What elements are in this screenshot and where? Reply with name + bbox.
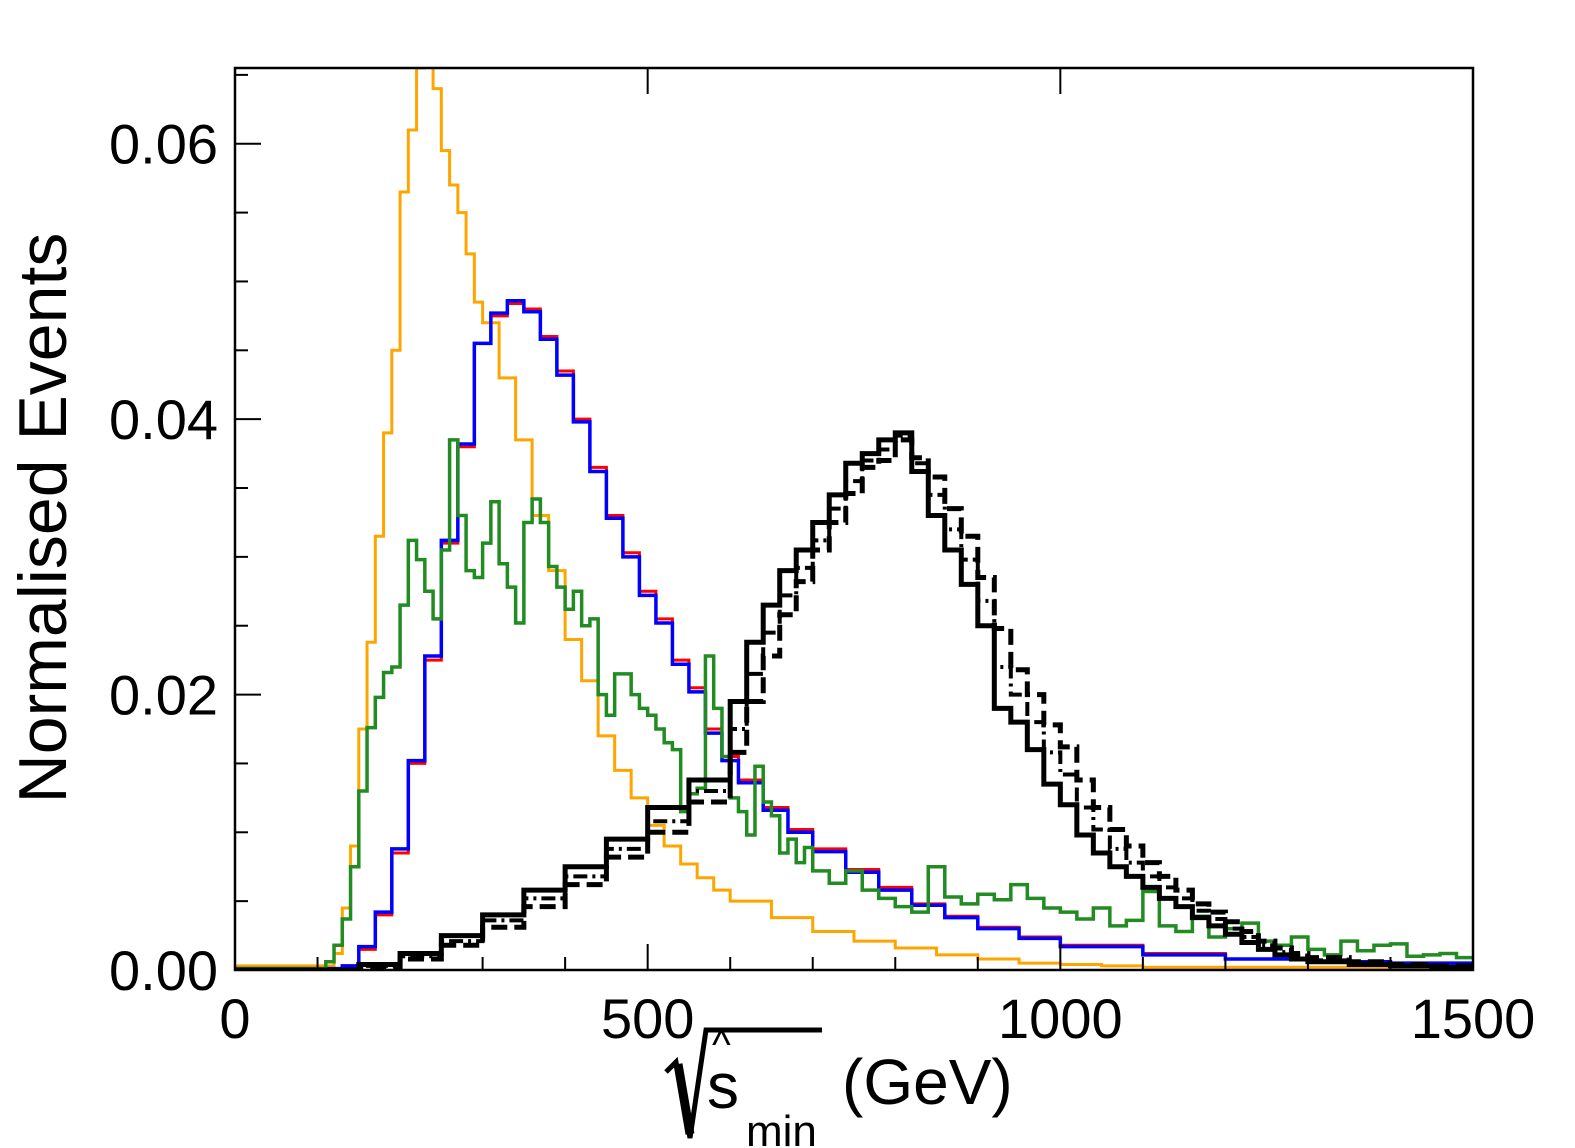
series-layer: [235, 68, 1473, 970]
series-red: [235, 301, 1473, 970]
sqrt-radical-stem: [673, 1063, 695, 1135]
tick-labels: 0 500 1000 1500 0.00 0.02 0.04 0.06: [109, 113, 1535, 1050]
x-axis-symbol: s: [707, 1050, 739, 1122]
series-black-solid: [235, 430, 1473, 970]
plot-frame: [233, 66, 1475, 972]
y-tick-label: 0.04: [109, 388, 218, 451]
x-axis-units: (GeV): [842, 1046, 1013, 1118]
y-axis-label: Normalised Events: [5, 233, 81, 804]
series-orange: [235, 68, 1473, 969]
x-tick-label: 0: [219, 987, 250, 1050]
series-black-dashdot: [235, 433, 1473, 970]
x-axis-subscript: min: [746, 1107, 817, 1148]
ticks-layer: [234, 68, 1474, 971]
y-tick-label: 0.06: [109, 113, 218, 176]
x-axis-title: ^ s min (GeV): [664, 1023, 1013, 1148]
y-axis-title: Normalised Events: [5, 233, 81, 804]
y-tick-label: 0.00: [109, 939, 218, 1002]
x-tick-label: 1000: [998, 987, 1123, 1050]
x-axis-hat: ^: [712, 1023, 731, 1067]
x-tick-label: 500: [601, 987, 694, 1050]
y-tick-label: 0.02: [109, 664, 218, 727]
series-black-dashed: [235, 437, 1473, 970]
x-tick-label: 1500: [1411, 987, 1536, 1050]
sqrt-radical-icon: [664, 1027, 822, 1139]
series-green: [235, 438, 1473, 970]
